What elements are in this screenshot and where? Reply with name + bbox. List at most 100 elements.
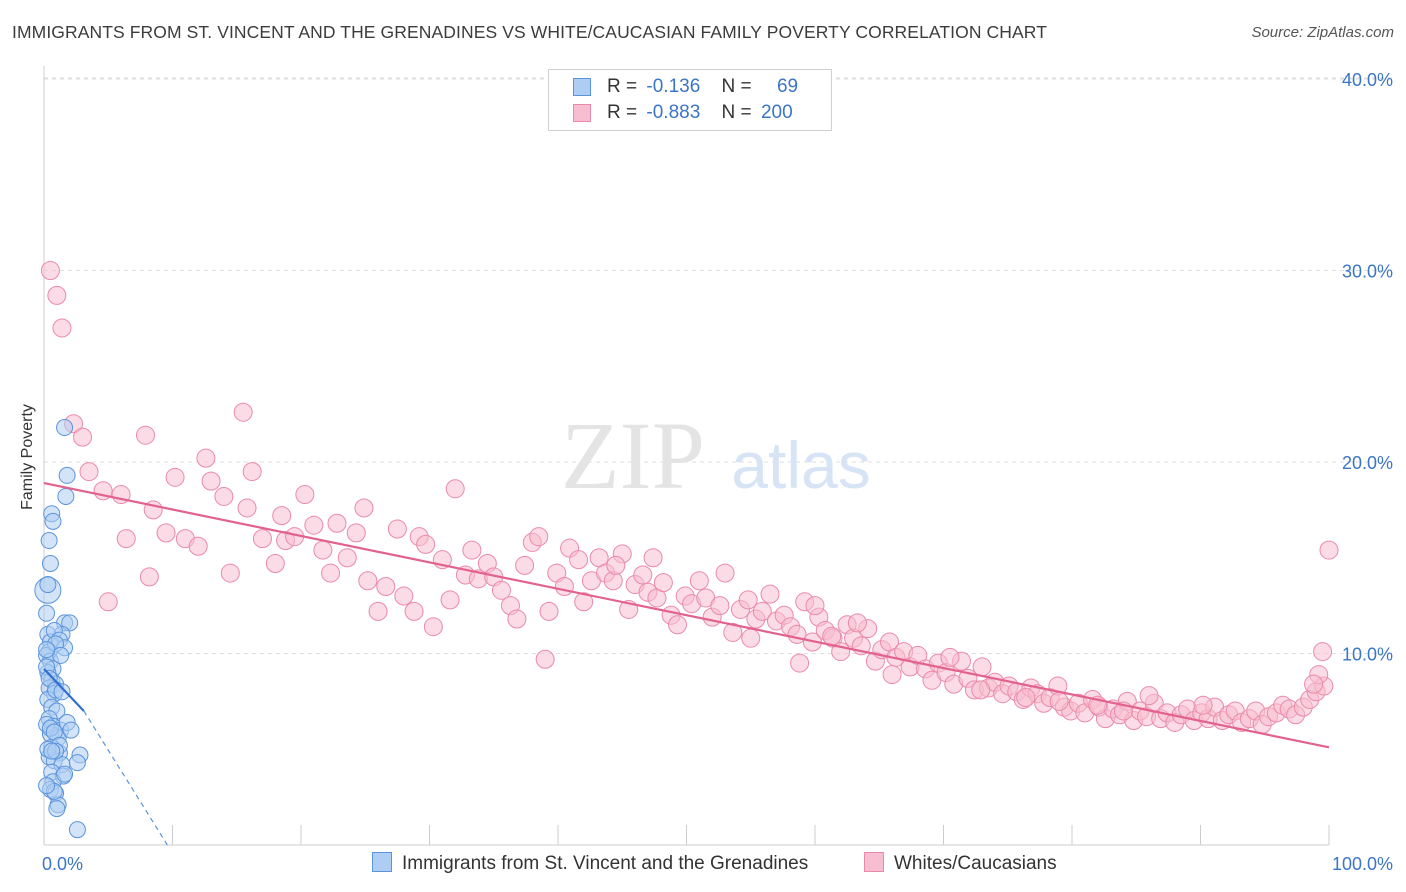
data-point-whites xyxy=(220,563,240,583)
legend-r-label: R = xyxy=(607,102,638,123)
data-point-whites xyxy=(304,515,324,535)
y-tick-label: 20.0% xyxy=(1342,453,1393,473)
data-point-immigrants xyxy=(53,683,71,701)
data-point-immigrants xyxy=(68,821,86,839)
data-point-immigrants xyxy=(58,466,76,484)
series-whites-points xyxy=(40,261,1339,734)
data-point-whites xyxy=(265,553,285,573)
data-point-immigrants xyxy=(57,487,75,505)
data-point-immigrants xyxy=(52,646,70,664)
legend-r-value: -0.136 xyxy=(646,76,701,97)
data-point-whites xyxy=(201,471,221,491)
legend-swatch-blue xyxy=(573,78,591,96)
data-point-whites xyxy=(882,665,902,685)
data-point-immigrants xyxy=(44,512,62,530)
data-point-whites xyxy=(116,529,136,549)
data-point-whites xyxy=(1139,686,1159,706)
data-point-whites xyxy=(354,498,374,518)
data-point-whites xyxy=(52,318,72,338)
data-point-whites xyxy=(710,596,730,616)
data-point-whites xyxy=(752,601,772,621)
data-point-immigrants xyxy=(56,765,74,783)
data-point-whites xyxy=(633,565,653,585)
data-point-whites xyxy=(233,402,253,422)
legend-n-label: N = xyxy=(721,76,752,97)
data-point-whites xyxy=(491,580,511,600)
data-point-whites xyxy=(358,571,378,591)
data-point-whites xyxy=(1304,674,1324,694)
data-point-immigrants xyxy=(38,777,56,795)
data-point-whites xyxy=(668,615,688,635)
data-point-whites xyxy=(529,527,549,547)
data-point-immigrants xyxy=(41,554,59,572)
data-point-immigrants xyxy=(62,721,80,739)
data-point-whites xyxy=(165,467,185,487)
data-point-whites xyxy=(376,576,396,596)
data-point-whites xyxy=(404,601,424,621)
legend-swatch-pink xyxy=(573,104,591,122)
data-point-whites xyxy=(972,657,992,677)
data-point-immigrants xyxy=(43,742,61,760)
data-point-immigrants xyxy=(68,754,86,772)
data-point-whites xyxy=(295,485,315,505)
watermark-atlas: atlas xyxy=(731,428,870,502)
data-point-whites xyxy=(1016,688,1036,708)
y-tick-label: 10.0% xyxy=(1342,645,1393,665)
data-point-whites xyxy=(606,555,626,575)
data-point-whites xyxy=(139,567,159,587)
data-point-whites xyxy=(715,563,735,583)
data-point-whites xyxy=(1319,540,1339,560)
data-point-whites xyxy=(574,592,594,612)
trend-line-immigrants xyxy=(43,668,85,712)
data-point-whites xyxy=(313,540,333,560)
data-point-whites xyxy=(237,498,257,518)
data-point-whites xyxy=(940,647,960,667)
data-point-whites xyxy=(188,536,208,556)
data-point-whites xyxy=(242,462,262,482)
legend-r-label: R = xyxy=(607,76,638,97)
data-point-whites xyxy=(327,513,347,533)
data-point-whites xyxy=(760,584,780,604)
data-point-whites xyxy=(394,586,414,606)
legend-r-value: -0.883 xyxy=(646,102,701,123)
data-point-whites xyxy=(847,613,867,633)
data-point-whites xyxy=(445,479,465,499)
data-point-whites xyxy=(416,534,436,554)
data-point-whites xyxy=(689,571,709,591)
source-label: Source: ZipAtlas.com xyxy=(1251,24,1394,41)
data-point-whites xyxy=(440,590,460,610)
data-point-whites xyxy=(539,601,559,621)
data-point-whites xyxy=(653,573,673,593)
legend-n-value: 200 xyxy=(760,102,793,123)
data-point-whites xyxy=(507,609,527,629)
trend-line-whites xyxy=(43,481,1330,749)
data-point-whites xyxy=(1313,642,1333,662)
data-point-whites xyxy=(535,649,555,669)
data-point-immigrants xyxy=(38,604,56,622)
data-point-whites xyxy=(79,462,99,482)
data-point-whites xyxy=(196,448,216,468)
data-point-whites xyxy=(1049,691,1069,711)
data-point-whites xyxy=(40,261,60,280)
data-point-whites xyxy=(971,680,991,700)
data-point-whites xyxy=(337,548,357,568)
data-point-immigrants xyxy=(39,576,57,594)
chart-title: IMMIGRANTS FROM ST. VINCENT AND THE GREN… xyxy=(12,22,1048,42)
data-point-whites xyxy=(643,548,663,568)
tick-labels: 10.0% 20.0% 30.0% 40.0% 0.0% 100.0% xyxy=(42,70,1393,874)
bottom-legend-label: Immigrants from St. Vincent and the Gren… xyxy=(402,853,809,874)
data-point-immigrants xyxy=(40,532,58,550)
data-point-whites xyxy=(569,550,589,570)
data-point-whites xyxy=(346,523,366,543)
watermark: ZIP atlas xyxy=(561,402,871,509)
data-point-whites xyxy=(1193,695,1213,715)
data-point-whites xyxy=(822,626,842,646)
data-point-whites xyxy=(321,563,341,583)
data-point-whites xyxy=(723,622,743,642)
data-point-whites xyxy=(156,523,176,543)
data-point-whites xyxy=(252,529,272,549)
data-point-whites xyxy=(515,555,535,575)
data-point-immigrants xyxy=(56,419,74,437)
data-point-whites xyxy=(423,617,443,637)
